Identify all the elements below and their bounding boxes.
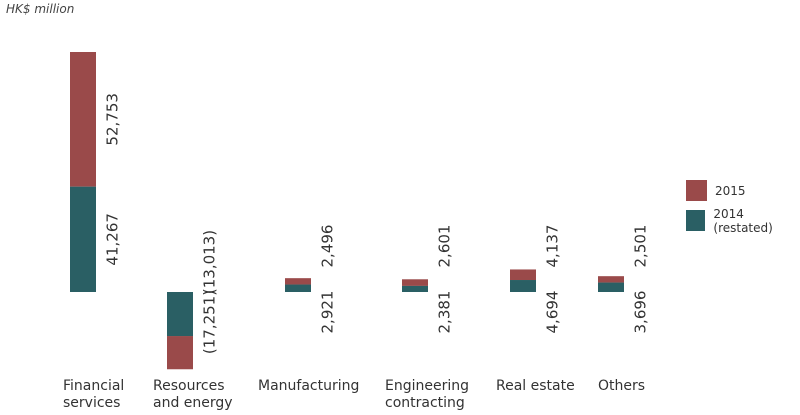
value-label-2014-2: 2,921 [319, 291, 337, 334]
category-label-3-1: contracting [385, 395, 465, 411]
legend-swatch-2014 [686, 210, 706, 231]
category-label-1-0: Resources [153, 378, 225, 394]
legend-item-2015: 2015 [686, 180, 800, 201]
bar-2015-2 [285, 278, 311, 285]
bar-2014-3 [402, 285, 428, 292]
value-label-2015-2: 2,496 [319, 225, 337, 268]
value-label-2015-3: 2,601 [436, 225, 454, 268]
value-label-2014-5: 3,696 [632, 291, 650, 334]
legend: 2015 2014 (restated) [686, 180, 800, 240]
value-label-2014-4: 4,694 [544, 291, 562, 334]
category-label-0-0: Financial [63, 378, 124, 394]
bar-2015-5 [598, 276, 624, 283]
value-label-2014-3: 2,381 [436, 291, 454, 334]
value-label-2014-0: 41,267 [104, 213, 122, 266]
value-label-2014-1: (17,251) [201, 290, 219, 354]
legend-swatch-2015 [686, 180, 707, 201]
legend-label-2015: 2015 [715, 183, 746, 198]
bar-2014-0 [70, 186, 96, 292]
category-label-3-0: Engineering [385, 378, 469, 394]
value-label-2015-4: 4,137 [544, 225, 562, 268]
unit-label: HK$ million [6, 2, 75, 16]
bar-2014-2 [285, 284, 311, 292]
category-label-2-0: Manufacturing [258, 378, 359, 394]
value-label-2015-1: (13,013) [201, 230, 219, 294]
value-label-2015-0: 52,753 [104, 93, 122, 145]
bar-2015-0 [70, 52, 96, 187]
value-label-2015-5: 2,501 [632, 225, 650, 268]
legend-label-2014: 2014 (restated) [713, 206, 773, 235]
category-label-0-1: services [63, 395, 120, 411]
bar-2014-4 [510, 280, 536, 292]
bar-2015-1 [167, 336, 193, 370]
bar-2014-1 [167, 292, 193, 337]
bar-2015-3 [402, 279, 428, 286]
legend-item-2014: 2014 (restated) [686, 207, 800, 235]
bar-2014-5 [598, 282, 624, 292]
category-label-5-0: Others [598, 378, 645, 394]
bar-2015-4 [510, 269, 536, 281]
category-label-4-0: Real estate [496, 378, 575, 394]
category-label-1-1: and energy [153, 395, 233, 411]
